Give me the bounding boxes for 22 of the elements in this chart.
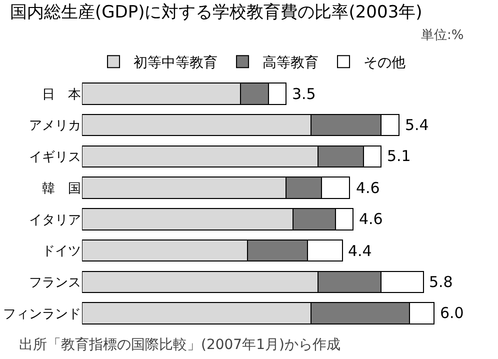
annotation: 6.0 <box>440 304 464 322</box>
annotation: 4.6 <box>359 210 383 228</box>
y-tick-label: フランス <box>29 275 81 290</box>
legend-label: その他 <box>364 55 406 72</box>
annotation: 5.4 <box>405 116 429 134</box>
y-tick-label: イギリス <box>29 150 81 165</box>
annotation: 4.4 <box>348 242 372 260</box>
y-tick-label: イタリア <box>29 212 81 228</box>
annotation: 5.8 <box>429 273 453 291</box>
annotation: 4.6 <box>356 179 380 197</box>
legend-label: 高等教育 <box>262 54 319 72</box>
annotation: 5.1 <box>387 147 411 165</box>
annotation: 3.5 <box>292 85 316 103</box>
y-tick-label: アメリカ <box>29 118 81 134</box>
chart-title: 国内総生産(GDP)に対する学校教育費の比率(2003年) <box>10 2 422 22</box>
y-tick-label: 韓 国 <box>42 181 81 196</box>
y-tick-label: ドイツ <box>42 244 81 260</box>
legend-label: 初等中等教育 <box>134 54 218 72</box>
text: 出所「教育指標の国際比較」(2007年1月)から作成 <box>19 336 340 353</box>
y-tick-label: 日 本 <box>42 87 81 102</box>
y-tick-label: フィンランド <box>3 306 81 322</box>
text: 単位:% <box>421 28 464 43</box>
